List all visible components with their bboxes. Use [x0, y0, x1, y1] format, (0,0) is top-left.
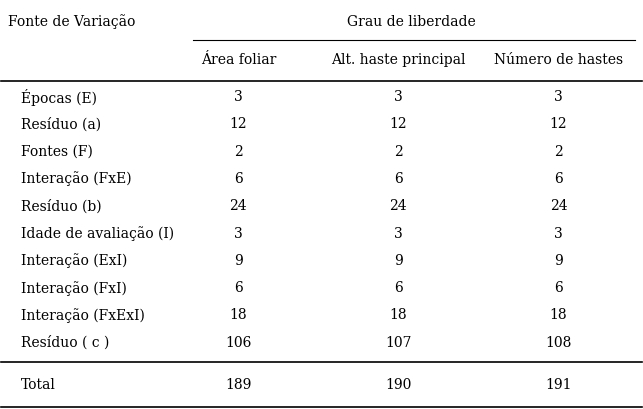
- Text: 3: 3: [554, 226, 563, 240]
- Text: 3: 3: [234, 226, 242, 240]
- Text: 12: 12: [230, 117, 247, 131]
- Text: 18: 18: [230, 308, 247, 321]
- Text: Interação (FxExI): Interação (FxExI): [21, 307, 145, 322]
- Text: 12: 12: [550, 117, 567, 131]
- Text: 2: 2: [234, 144, 242, 158]
- Text: 3: 3: [554, 90, 563, 104]
- Text: 2: 2: [394, 144, 403, 158]
- Text: 9: 9: [234, 253, 242, 267]
- Text: Fontes (F): Fontes (F): [21, 144, 93, 158]
- Text: 6: 6: [394, 281, 403, 294]
- Text: Épocas (E): Épocas (E): [21, 88, 96, 106]
- Text: Fonte de Variação: Fonte de Variação: [8, 14, 135, 29]
- Text: 3: 3: [394, 226, 403, 240]
- Text: 106: 106: [225, 335, 251, 349]
- Text: 2: 2: [554, 144, 563, 158]
- Text: Área foliar: Área foliar: [201, 53, 276, 67]
- Text: 3: 3: [394, 90, 403, 104]
- Text: Resíduo (a): Resíduo (a): [21, 117, 101, 131]
- Text: Grau de liberdade: Grau de liberdade: [347, 15, 476, 29]
- Text: 6: 6: [554, 171, 563, 186]
- Text: 190: 190: [385, 378, 412, 391]
- Text: Interação (ExI): Interação (ExI): [21, 253, 127, 267]
- Text: Interação (FxI): Interação (FxI): [21, 280, 127, 295]
- Text: Interação (FxE): Interação (FxE): [21, 171, 131, 186]
- Text: 24: 24: [230, 199, 247, 213]
- Text: 18: 18: [390, 308, 407, 321]
- Text: Alt. haste principal: Alt. haste principal: [331, 53, 466, 67]
- Text: 107: 107: [385, 335, 412, 349]
- Text: Idade de avaliação (I): Idade de avaliação (I): [21, 225, 174, 240]
- Text: 191: 191: [545, 378, 572, 391]
- Text: 3: 3: [234, 90, 242, 104]
- Text: 12: 12: [390, 117, 407, 131]
- Text: 24: 24: [390, 199, 407, 213]
- Text: 6: 6: [394, 171, 403, 186]
- Text: 9: 9: [394, 253, 403, 267]
- Text: Resíduo (b): Resíduo (b): [21, 199, 101, 213]
- Text: 108: 108: [545, 335, 572, 349]
- Text: Número de hastes: Número de hastes: [494, 53, 623, 67]
- Text: 6: 6: [234, 171, 242, 186]
- Text: 189: 189: [225, 378, 251, 391]
- Text: Total: Total: [21, 378, 55, 391]
- Text: 6: 6: [234, 281, 242, 294]
- Text: 18: 18: [550, 308, 567, 321]
- Text: 24: 24: [550, 199, 567, 213]
- Text: Resíduo ( c ): Resíduo ( c ): [21, 335, 109, 349]
- Text: 9: 9: [554, 253, 563, 267]
- Text: 6: 6: [554, 281, 563, 294]
